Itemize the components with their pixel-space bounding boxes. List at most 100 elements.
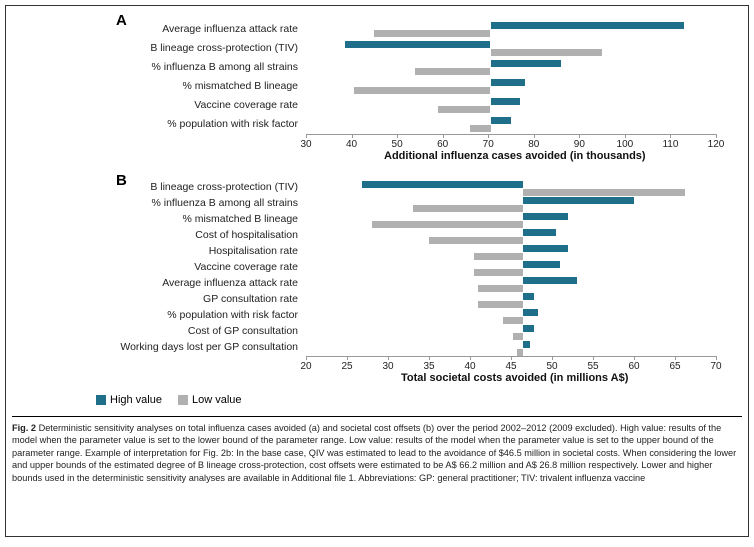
- tick-label: 30: [300, 139, 311, 150]
- tick-mark: [675, 356, 676, 360]
- legend-label-low: Low value: [192, 394, 242, 406]
- tick-mark: [670, 134, 671, 138]
- tick-mark: [429, 356, 430, 360]
- bar-high: [345, 41, 491, 48]
- tick-label: 100: [617, 139, 634, 150]
- tick-label: 90: [574, 139, 585, 150]
- bar-low: [474, 269, 523, 276]
- tick-mark: [347, 356, 348, 360]
- category-label: % population with risk factor: [167, 118, 298, 130]
- caption-lead: Fig. 2: [12, 423, 36, 433]
- panel-b-label: B: [116, 172, 127, 189]
- tick-label: 60: [437, 139, 448, 150]
- bar-high: [523, 309, 538, 316]
- tick-mark: [388, 356, 389, 360]
- tick-mark: [625, 134, 626, 138]
- bar-low: [470, 125, 491, 132]
- bar-high: [523, 229, 556, 236]
- chart-b: B lineage cross-protection (TIV)% influe…: [306, 180, 716, 356]
- tick-label: 60: [628, 361, 639, 372]
- bar-low: [415, 68, 490, 75]
- category-label: Cost of hospitalisation: [195, 229, 298, 241]
- category-label: Average influenza attack rate: [162, 277, 298, 289]
- tick-mark: [397, 134, 398, 138]
- caption-text: Deterministic sensitivity analyses on to…: [12, 423, 736, 483]
- bar-high: [491, 60, 562, 67]
- category-label: Cost of GP consultation: [188, 325, 298, 337]
- tick-mark: [593, 356, 594, 360]
- category-label: % influenza B among all strains: [152, 61, 299, 73]
- bar-high: [491, 79, 525, 86]
- tick-label: 70: [483, 139, 494, 150]
- bar-low: [354, 87, 491, 94]
- bar-low: [523, 189, 685, 196]
- tick-label: 50: [546, 361, 557, 372]
- tick-label: 40: [464, 361, 475, 372]
- category-label: % population with risk factor: [167, 309, 298, 321]
- legend: High value Low value: [96, 394, 242, 406]
- axis-b-title: Total societal costs avoided (in million…: [401, 372, 628, 384]
- category-label: B lineage cross-protection (TIV): [150, 42, 298, 54]
- tick-mark: [579, 134, 580, 138]
- tick-label: 35: [423, 361, 434, 372]
- bar-low: [438, 106, 490, 113]
- bar-high: [523, 261, 560, 268]
- tick-mark: [470, 356, 471, 360]
- tick-label: 20: [300, 361, 311, 372]
- legend-swatch-high: [96, 395, 106, 405]
- category-label: Working days lost per GP consultation: [120, 341, 298, 353]
- chart-a: Average influenza attack rateB lineage c…: [306, 20, 716, 134]
- category-label: Vaccine coverage rate: [194, 99, 298, 111]
- bar-low: [429, 237, 523, 244]
- tick-label: 45: [505, 361, 516, 372]
- bar-high: [491, 117, 512, 124]
- legend-label-high: High value: [110, 394, 162, 406]
- tick-mark: [488, 134, 489, 138]
- axis-a-title: Additional influenza cases avoided (in t…: [384, 150, 646, 162]
- bar-low: [413, 205, 524, 212]
- bar-high: [523, 197, 634, 204]
- legend-item-low: Low value: [178, 394, 242, 406]
- bar-high: [523, 325, 534, 332]
- tick-label: 30: [382, 361, 393, 372]
- tick-label: 110: [662, 139, 678, 150]
- tick-label: 80: [528, 139, 539, 150]
- tick-label: 50: [392, 139, 403, 150]
- x-axis-line: [306, 134, 716, 135]
- tick-mark: [306, 134, 307, 138]
- caption-divider: [12, 416, 742, 417]
- tick-label: 65: [669, 361, 680, 372]
- bar-low: [474, 253, 523, 260]
- bar-high: [523, 213, 568, 220]
- bar-high: [523, 341, 530, 348]
- category-label: % mismatched B lineage: [182, 80, 298, 92]
- bar-high: [491, 98, 521, 105]
- figure-caption: Fig. 2 Deterministic sensitivity analyse…: [6, 422, 748, 484]
- legend-item-high: High value: [96, 394, 162, 406]
- bar-high: [523, 245, 568, 252]
- category-label: % influenza B among all strains: [152, 197, 299, 209]
- bar-high: [362, 181, 524, 188]
- bar-high: [523, 293, 534, 300]
- tick-label: 40: [346, 139, 357, 150]
- bar-low: [478, 285, 523, 292]
- tick-label: 55: [587, 361, 598, 372]
- category-label: Average influenza attack rate: [162, 23, 298, 35]
- tick-label: 120: [708, 139, 725, 150]
- tick-mark: [716, 356, 717, 360]
- category-label: Hospitalisation rate: [209, 245, 298, 257]
- tick-mark: [552, 356, 553, 360]
- bar-high: [491, 22, 685, 29]
- tick-label: 70: [710, 361, 721, 372]
- category-label: % mismatched B lineage: [182, 213, 298, 225]
- tick-mark: [716, 134, 717, 138]
- figure-frame: A Average influenza attack rateB lineage…: [5, 5, 749, 537]
- legend-swatch-low: [178, 395, 188, 405]
- tick-mark: [306, 356, 307, 360]
- category-label: B lineage cross-protection (TIV): [150, 181, 298, 193]
- bar-low: [374, 30, 490, 37]
- category-label: GP consultation rate: [203, 293, 298, 305]
- tick-mark: [443, 134, 444, 138]
- bar-low: [503, 317, 524, 324]
- bar-low: [372, 221, 524, 228]
